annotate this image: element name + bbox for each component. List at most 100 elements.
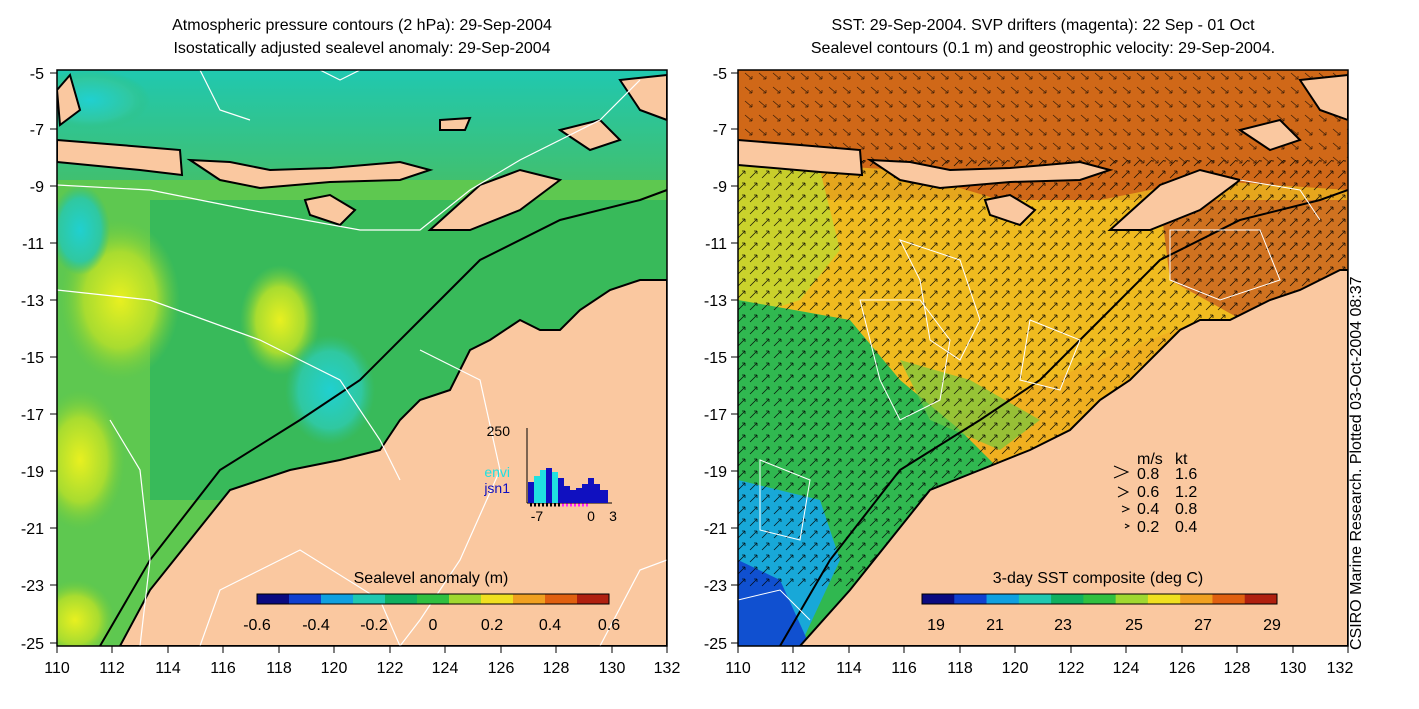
left-colorbar-label: Sealevel anomaly (m) [354,570,509,587]
left-y-tick: -11 [22,236,44,253]
left-colorbar-tick: -0.6 [243,617,271,634]
right-colorbar-tick: 21 [986,617,1004,634]
right-x-tick: 112 [780,660,806,677]
colorbar-segment [1083,594,1117,604]
inset-legend-envi: envi [484,464,510,480]
left-colorbar-tick: 0 [429,617,438,634]
right-x-tick: 126 [1169,660,1196,677]
inset-bar [582,484,588,503]
right-x-tick: 128 [1224,660,1251,677]
velocity-legend-header-ms: m/s [1137,451,1163,468]
left-title-line1: Atmospheric pressure contours (2 hPa): 2… [172,17,552,34]
left-colorbar-tick: 0.4 [539,617,561,634]
right-colorbar-label: 3-day SST composite (deg C) [993,570,1203,587]
velocity-arrow-icon [1121,505,1131,513]
inset-bar [588,478,594,503]
left-x-tick-marks [56,646,668,653]
inset-bar [558,478,564,503]
right-x-tick: 114 [836,660,862,677]
right-colorbar-tick: 25 [1125,617,1143,634]
left-title-line2: Isostatically adjusted sealevel anomaly:… [173,40,551,57]
left-y-tick-labels: -5 -7 -9 -11 -13 -15 -17 -19 -21 -23 -25 [21,66,44,653]
left-y-tick: -7 [30,122,44,139]
left-x-tick: 118 [266,660,292,677]
right-y-tick: -9 [713,179,727,196]
right-x-tick: 132 [1327,660,1354,677]
right-colorbar-tick: 23 [1054,617,1072,634]
inset-bar [564,486,570,503]
right-x-tick: 130 [1280,660,1307,677]
inset-bar [534,476,540,503]
left-map: -5 -7 -9 -11 -13 -15 -17 -19 -21 -23 -25… [21,66,681,677]
left-x-tick: 122 [377,660,404,677]
colorbar-segment [1051,594,1084,604]
left-y-tick: -21 [21,521,44,538]
left-x-tick: 128 [543,660,570,677]
right-y-tick: -19 [704,464,727,481]
left-x-tick: 120 [321,660,348,677]
inset-x-tick: 3 [609,508,617,524]
left-x-tick: 110 [44,660,70,677]
right-x-tick: 120 [1002,660,1029,677]
colorbar-segment [1147,594,1181,604]
inset-y-label: 250 [487,423,511,439]
velocity-legend-kt: 0.8 [1175,501,1197,518]
colorbar-segment [385,594,418,604]
colorbar-segment [577,594,610,604]
colorbar-segment [353,594,386,604]
colorbar-segment [513,594,546,604]
velocity-arrow-icon [1117,486,1130,498]
colorbar-segment [922,594,955,604]
colorbar-segment [321,594,354,604]
right-title-line2: Sealevel contours (0.1 m) and geostrophi… [810,40,1276,57]
inset-bar [570,490,576,503]
right-x-tick: 118 [947,660,973,677]
left-y-tick: -19 [21,464,44,481]
inset-bar [552,472,558,503]
inset-bar [594,484,600,503]
colorbar-segment [417,594,450,604]
right-y-tick-labels: -5 -7 -9 -11 -13 -15 -17 -19 -21 -23 -25 [704,66,727,653]
right-colorbar-tick: 29 [1263,617,1281,634]
right-y-tick: -23 [704,578,727,595]
right-y-tick: -11 [705,236,727,253]
left-x-tick: 132 [654,660,681,677]
velocity-arrow-icon [1113,465,1130,479]
left-colorbar: Sealevel anomaly (m) -0.6 -0.4 -0.2 0 0.… [243,570,620,634]
left-y-tick: -5 [30,66,44,83]
inset-bar [576,488,582,503]
left-y-tick-marks [50,72,57,644]
right-x-tick: 110 [725,660,751,677]
inset-legend-jsn1: jsn1 [483,480,510,496]
colorbar-segment [449,594,482,604]
left-colorbar-tick: 0.6 [598,617,620,634]
velocity-legend-kt: 1.6 [1175,466,1197,483]
left-colorbar-tick: 0.2 [481,617,503,634]
colorbar-segment [481,594,514,604]
left-y-tick: -15 [21,350,44,367]
colorbar-segment [1115,594,1149,604]
velocity-legend-ms: 0.2 [1137,519,1159,536]
right-colorbar-tick: 19 [927,617,945,634]
right-x-tick-labels: 110 112 114 116 118 120 122 124 126 128 … [725,660,1353,677]
inset-bar [546,468,552,503]
right-title-line1: SST: 29-Sep-2004. SVP drifters (magenta)… [831,17,1255,34]
inset-bar [528,482,534,503]
left-x-tick-labels: 110 112 114 116 118 120 122 124 126 128 … [44,660,680,677]
right-x-tick: 122 [1058,660,1085,677]
colorbar-segment [986,594,1020,604]
right-y-tick: -5 [713,66,727,83]
inset-histogram: 250 -7 0 3 envi jsn1 [483,423,617,524]
right-map: -5 -7 -9 -11 -13 -15 -17 -19 -21 -23 -25… [704,66,1354,677]
velocity-legend: m/s kt 0.8 1.6 0.6 1.2 0.4 0.8 0.2 0.4 [1113,451,1197,536]
left-x-tick: 124 [432,660,459,677]
credit-text: CSIRO Marine Research. Plotted 03-Oct-20… [1348,276,1365,650]
velocity-legend-kt: 1.2 [1175,484,1197,501]
right-y-tick: -15 [704,350,727,367]
colorbar-segment [545,594,578,604]
colorbar-segment [257,594,290,604]
left-colorbar-tick: -0.2 [360,617,388,634]
left-y-tick: -9 [30,179,44,196]
right-colorbar-tick: 27 [1194,617,1212,634]
left-map-frame [56,69,668,647]
